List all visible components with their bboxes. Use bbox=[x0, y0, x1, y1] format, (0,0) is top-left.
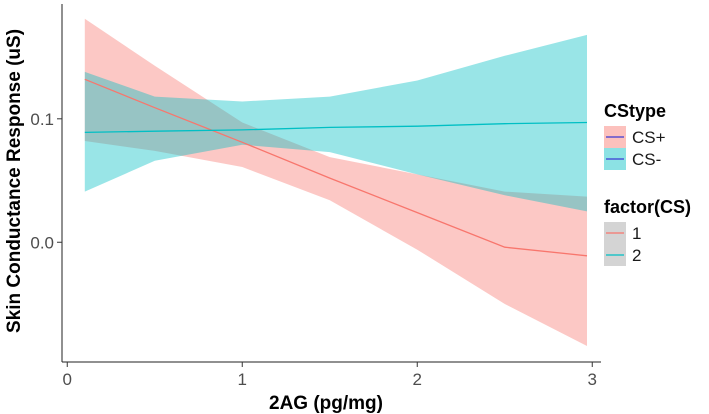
fit-line-1 bbox=[84, 78, 588, 257]
x-axis-title: 2AG (pg/mg) bbox=[269, 393, 383, 414]
confidence-band-1 bbox=[84, 18, 588, 347]
legend: CStype CS+ CS-factor(CS) 1 2 bbox=[604, 101, 691, 266]
y-axis-title: Skin Conductance Response (uS) bbox=[4, 29, 25, 333]
x-tick-label: 0 bbox=[63, 370, 72, 389]
plot-area bbox=[84, 18, 588, 347]
y-tick-label: 0.1 bbox=[30, 110, 54, 129]
fit-line-2 bbox=[84, 121, 588, 134]
confidence-band-2 bbox=[84, 34, 588, 212]
axes: 0 1 2 3 0.0 0.1 bbox=[30, 4, 601, 389]
x-tick-label: 1 bbox=[238, 370, 247, 389]
y-tick-label: 0.0 bbox=[30, 233, 54, 252]
legend-title: factor(CS) bbox=[604, 197, 691, 217]
legend-title: CStype bbox=[604, 101, 666, 121]
x-tick-label: 3 bbox=[588, 370, 597, 389]
x-tick-label: 2 bbox=[413, 370, 422, 389]
legend-label: 1 bbox=[632, 224, 641, 243]
legend-label: CS- bbox=[632, 150, 661, 169]
legend-label: 2 bbox=[632, 246, 641, 265]
legend-label: CS+ bbox=[632, 128, 666, 147]
